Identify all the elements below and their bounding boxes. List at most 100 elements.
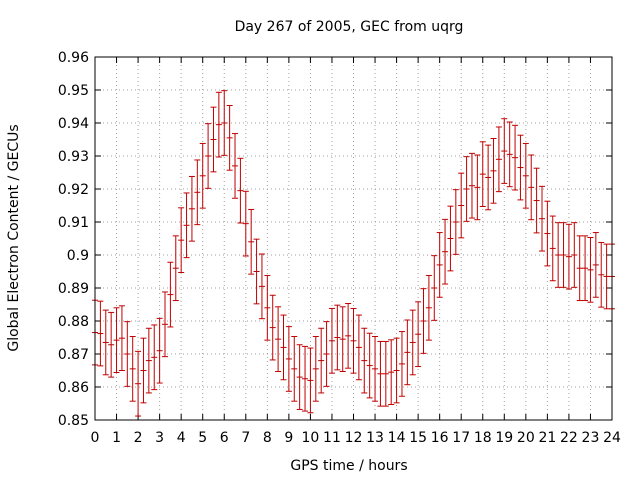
error-bar	[592, 232, 599, 298]
error-bar	[312, 336, 319, 402]
error-bar	[242, 190, 249, 257]
error-bar	[468, 152, 475, 219]
error-bar	[167, 261, 174, 328]
error-bar	[447, 205, 454, 272]
x-tick-label: 2	[134, 430, 143, 446]
x-tick-label: 21	[538, 430, 556, 446]
error-bar	[393, 337, 400, 404]
y-tick-label: 0.93	[58, 149, 89, 165]
error-bar	[285, 326, 292, 392]
error-bar	[151, 324, 158, 391]
x-tick-labels: 0 1 2 3 4 5 6 7 8 9 10 11 12 13 14 15 16 17 18 19 20 21 22 23 24	[91, 430, 621, 446]
x-tick-label: 24	[603, 430, 621, 446]
error-bar	[431, 255, 438, 321]
error-bar	[501, 118, 508, 184]
error-bar	[296, 344, 303, 410]
error-bar	[162, 291, 169, 358]
y-tick-label: 0.88	[58, 314, 89, 330]
error-bar	[113, 307, 120, 373]
x-tick-label: 10	[302, 430, 320, 446]
error-bar-series	[92, 90, 615, 417]
error-bar	[280, 314, 287, 381]
error-bar	[517, 134, 524, 201]
error-bar	[442, 218, 449, 285]
x-tick-label: 22	[560, 430, 578, 446]
error-bar	[172, 235, 179, 302]
error-bar	[258, 253, 265, 320]
x-tick-label: 9	[284, 430, 293, 446]
error-bar	[339, 306, 346, 372]
error-bar	[135, 350, 142, 417]
error-bar	[188, 175, 195, 242]
x-tick-label: 18	[474, 430, 492, 446]
y-tick-label: 0.96	[58, 50, 89, 66]
x-tick-label: 13	[366, 430, 384, 446]
x-tick-label: 23	[582, 430, 600, 446]
y-tick-label: 0.87	[58, 347, 89, 363]
error-bar	[215, 91, 222, 158]
x-tick-label: 20	[517, 430, 535, 446]
error-bar	[323, 321, 330, 387]
error-bar	[512, 124, 519, 191]
chart-title: Day 267 of 2005, GEC from uqrg	[235, 19, 464, 35]
error-bar	[452, 189, 459, 255]
error-bar	[388, 339, 395, 405]
error-bar	[205, 123, 212, 189]
x-tick-label: 0	[91, 430, 100, 446]
error-bar	[436, 232, 443, 298]
error-bar	[603, 243, 610, 310]
error-bar	[549, 215, 556, 282]
y-tick-label: 0.85	[58, 413, 89, 429]
y-axis-label: Global Electron Content / GECUs	[6, 124, 22, 351]
error-bar	[538, 185, 545, 252]
grid-lines	[95, 57, 612, 420]
error-bar	[544, 200, 551, 267]
error-bar	[409, 309, 416, 376]
error-bar	[420, 288, 427, 354]
error-bar	[479, 141, 486, 207]
y-tick-label: 0.86	[58, 380, 89, 396]
error-bar	[124, 321, 131, 387]
y-tick-label: 0.91	[58, 215, 89, 231]
x-tick-label: 3	[155, 430, 164, 446]
error-bar	[328, 307, 335, 374]
x-tick-label: 1	[112, 430, 121, 446]
error-bar	[495, 126, 502, 193]
error-bar	[97, 300, 104, 367]
x-tick-label: 17	[452, 430, 470, 446]
error-bar	[571, 222, 578, 288]
y-tick-label: 0.9	[67, 248, 89, 264]
error-bar	[576, 235, 583, 302]
error-bar	[485, 144, 492, 211]
error-bar	[221, 90, 228, 156]
error-bar	[458, 172, 465, 239]
error-bar	[232, 133, 239, 199]
error-bar	[533, 167, 540, 234]
error-bar	[361, 327, 368, 394]
y-tick-labels: 0.85 0.86 0.87 0.88 0.89 0.9 0.91 0.92 0.93 0.94 0…	[58, 50, 89, 429]
error-bar	[334, 304, 341, 371]
x-tick-label: 11	[323, 430, 341, 446]
error-bar	[565, 223, 572, 290]
error-bar	[560, 222, 567, 288]
x-tick-label: 4	[177, 430, 186, 446]
x-tick-label: 6	[220, 430, 229, 446]
error-bar	[248, 208, 255, 275]
error-bar	[425, 274, 432, 341]
error-bar	[178, 207, 185, 273]
y-tick-label: 0.92	[58, 182, 89, 198]
x-tick-label: 14	[388, 430, 406, 446]
error-bar	[398, 331, 405, 397]
error-bar	[253, 238, 260, 305]
x-tick-label: 12	[345, 430, 363, 446]
error-bar	[474, 154, 481, 221]
error-bar	[528, 154, 535, 221]
error-bar	[291, 336, 298, 402]
error-bar	[199, 142, 206, 209]
error-bar	[366, 332, 373, 399]
error-bar	[598, 241, 605, 308]
x-tick-label: 19	[495, 430, 513, 446]
error-bar	[463, 156, 470, 222]
error-bar	[275, 306, 282, 372]
